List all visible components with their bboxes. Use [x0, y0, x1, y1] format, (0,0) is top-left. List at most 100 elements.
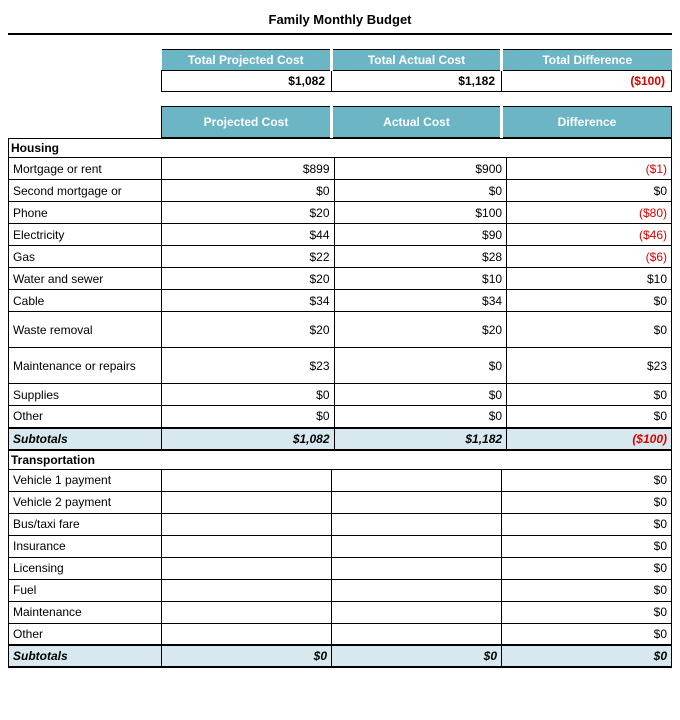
subtotal-row: Subtotals$0$0$0 [9, 645, 672, 667]
subtotal-actual: $1,182 [334, 428, 507, 450]
row-label: Second mortgage or [9, 180, 162, 202]
cell-difference: $10 [507, 268, 672, 290]
subtotal-label: Subtotals [9, 645, 162, 667]
cell-projected [162, 491, 332, 513]
cell-actual: $0 [334, 348, 507, 384]
section-table: Vehicle 1 payment$0Vehicle 2 payment$0Bu… [8, 469, 672, 669]
table-row: Waste removal$20$20$0 [9, 312, 672, 348]
cell-actual [332, 491, 502, 513]
table-row: Mortgage or rent$899$900($1) [9, 158, 672, 180]
table-row: Second mortgage or$0$0$0 [9, 180, 672, 202]
section-table: Mortgage or rent$899$900($1)Second mortg… [8, 157, 672, 451]
cell-actual [332, 469, 502, 491]
section-title: Transportation [8, 451, 672, 469]
table-row: Bus/taxi fare $0 [9, 513, 672, 535]
column-headers: Projected Cost Actual Cost Difference [161, 106, 672, 138]
cell-difference: $0 [507, 406, 672, 428]
cell-projected [162, 513, 332, 535]
table-row: Insurance$0 [9, 535, 672, 557]
cell-difference: $0 [507, 180, 672, 202]
page-title: Family Monthly Budget [8, 8, 672, 35]
cell-actual: $10 [334, 268, 507, 290]
cell-projected: $0 [162, 384, 335, 406]
cell-projected [162, 579, 332, 601]
cell-projected: $20 [162, 312, 335, 348]
cell-projected: $0 [162, 406, 335, 428]
table-row: Vehicle 2 payment$0 [9, 491, 672, 513]
cell-projected [162, 623, 332, 645]
cell-actual [332, 623, 502, 645]
cell-projected: $34 [162, 290, 335, 312]
summary-value-diff: ($100) [502, 71, 672, 92]
cell-projected: $20 [162, 268, 335, 290]
col-header-actual: Actual Cost [332, 107, 502, 138]
table-row: Electricity$44$90($46) [9, 224, 672, 246]
cell-difference: $0 [502, 469, 672, 491]
summary-header-projected: Total Projected Cost [162, 50, 332, 71]
table-row: Maintenance or repairs$23$0$23 [9, 348, 672, 384]
subtotal-actual: $0 [332, 645, 502, 667]
cell-actual [332, 535, 502, 557]
cell-actual: $0 [334, 384, 507, 406]
cell-difference: ($1) [507, 158, 672, 180]
row-label: Other [9, 623, 162, 645]
cell-actual [332, 579, 502, 601]
table-row: Supplies$0$0$0 [9, 384, 672, 406]
cell-actual: $28 [334, 246, 507, 268]
cell-difference: $0 [502, 623, 672, 645]
row-label: Phone [9, 202, 162, 224]
row-label: Maintenance [9, 601, 162, 623]
table-row: Licensing $0 [9, 557, 672, 579]
cell-projected: $20 [162, 202, 335, 224]
cell-difference: $0 [507, 290, 672, 312]
row-label: Supplies [9, 384, 162, 406]
cell-projected [162, 557, 332, 579]
cell-projected [162, 601, 332, 623]
row-label: Electricity [9, 224, 162, 246]
col-header-diff: Difference [502, 107, 672, 138]
row-label: Licensing [9, 557, 162, 579]
table-row: Fuel$0 [9, 579, 672, 601]
cell-actual: $20 [334, 312, 507, 348]
table-row: Other $0 [9, 623, 672, 645]
subtotal-projected: $1,082 [162, 428, 335, 450]
row-label: Vehicle 2 payment [9, 491, 162, 513]
table-row: Water and sewer$20$10$10 [9, 268, 672, 290]
row-label: Cable [9, 290, 162, 312]
subtotal-difference: ($100) [507, 428, 672, 450]
row-label: Bus/taxi fare [9, 513, 162, 535]
cell-projected: $899 [162, 158, 335, 180]
cell-difference: ($46) [507, 224, 672, 246]
cell-difference: ($80) [507, 202, 672, 224]
cell-difference: $0 [507, 384, 672, 406]
cell-difference: $0 [502, 513, 672, 535]
table-row: Cable$34$34$0 [9, 290, 672, 312]
cell-difference: $0 [502, 601, 672, 623]
table-row: Other$0$0$0 [9, 406, 672, 428]
cell-actual: $0 [334, 180, 507, 202]
cell-difference: $0 [502, 535, 672, 557]
table-row: Maintenance $0 [9, 601, 672, 623]
row-label: Gas [9, 246, 162, 268]
cell-actual [332, 513, 502, 535]
cell-projected: $44 [162, 224, 335, 246]
cell-actual: $34 [334, 290, 507, 312]
cell-difference: $0 [502, 557, 672, 579]
summary-header-actual: Total Actual Cost [332, 50, 502, 71]
row-label: Maintenance or repairs [9, 348, 162, 384]
col-header-projected: Projected Cost [162, 107, 332, 138]
subtotal-projected: $0 [162, 645, 332, 667]
cell-difference: $0 [507, 312, 672, 348]
subtotal-row: Subtotals$1,082$1,182($100) [9, 428, 672, 450]
cell-actual: $0 [334, 406, 507, 428]
table-row: Vehicle 1 payment $0 [9, 469, 672, 491]
table-row: Gas$22$28($6) [9, 246, 672, 268]
cell-actual: $900 [334, 158, 507, 180]
cell-difference: ($6) [507, 246, 672, 268]
row-label: Mortgage or rent [9, 158, 162, 180]
cell-projected [162, 535, 332, 557]
cell-actual [332, 601, 502, 623]
cell-difference: $23 [507, 348, 672, 384]
summary-table: Total Projected Cost Total Actual Cost T… [161, 49, 672, 92]
row-label: Vehicle 1 payment [9, 469, 162, 491]
